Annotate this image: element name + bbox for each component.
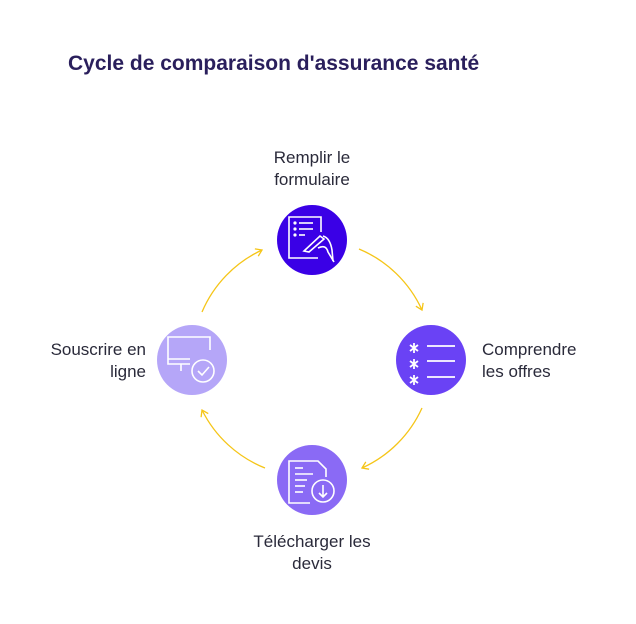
step-2-node xyxy=(396,325,466,395)
step-2-label: Comprendre les offres xyxy=(482,340,577,381)
step-3-node xyxy=(277,445,347,515)
monitor-check-icon xyxy=(167,336,215,383)
arrow-4-to-1 xyxy=(201,248,264,313)
step-3-label: Télécharger les devis xyxy=(253,532,371,573)
step-1-label: Remplir le formulaire xyxy=(273,148,351,189)
diagram-title: Cycle de comparaison d'assurance santé xyxy=(68,52,480,75)
step-4-label: Souscrire en ligne xyxy=(50,340,146,381)
form-pen-icon xyxy=(288,216,335,263)
arrow-2-to-3 xyxy=(360,407,423,470)
document-download-icon xyxy=(288,460,335,504)
list-icon xyxy=(409,343,455,386)
arrow-3-to-4 xyxy=(200,408,266,469)
step-4-node xyxy=(157,325,227,395)
arrow-1-to-2 xyxy=(358,248,424,312)
step-1-node xyxy=(277,205,347,275)
